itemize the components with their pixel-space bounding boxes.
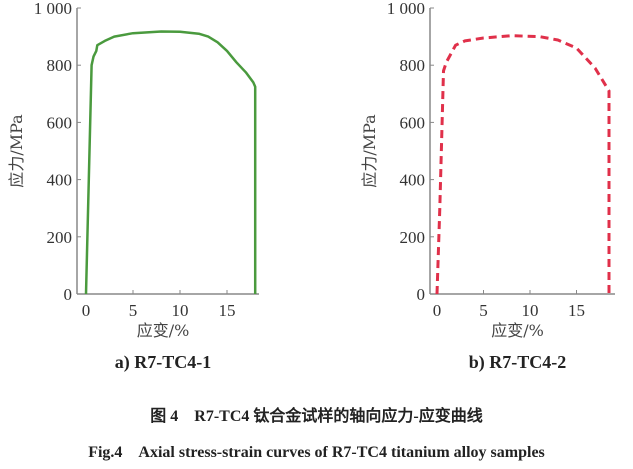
x-tick-label: 0 (82, 301, 91, 320)
caption-cn: 图 4 R7-TC4 钛合金试样的轴向应力-应变曲线 (150, 408, 483, 425)
series-line (84, 30, 257, 295)
x-tick-label: 0 (433, 301, 442, 320)
x-tick-label: 5 (129, 301, 138, 320)
charts: 0 200 400 600 800 1 000 0 5 10 15 应变/% 应力/MPa a) R7-… (7, 0, 615, 373)
y-tick-label: 200 (47, 228, 73, 247)
subplot-title: a) R7-TC4-1 (115, 352, 212, 373)
y-tick-label: 1 000 (387, 0, 425, 18)
x-tick-label: 15 (219, 301, 236, 320)
y-tick-label: 1 000 (34, 0, 72, 18)
y-tick-label: 800 (47, 56, 73, 75)
y-tick-label: 0 (64, 285, 73, 304)
x-axis-label: 应变/% (491, 321, 544, 340)
x-tick-label: 5 (479, 301, 488, 320)
y-tick-label: 400 (400, 171, 426, 190)
y-tick-label: 0 (417, 285, 426, 304)
x-tick-label: 10 (522, 301, 539, 320)
subplot-title: b) R7-TC4-2 (469, 352, 567, 373)
y-axis-label: 应力/MPa (360, 114, 379, 188)
y-tick-label: 400 (47, 171, 73, 190)
caption-en: Fig.4 Axial stress-strain curves of R7-T… (88, 444, 545, 461)
y-axis-label: 应力/MPa (7, 114, 26, 188)
x-axis-label: 应变/% (137, 321, 190, 340)
series-line (435, 34, 611, 295)
y-tick-label: 600 (47, 113, 73, 132)
y-tick-label: 200 (400, 228, 426, 247)
y-tick-label: 800 (400, 56, 426, 75)
x-tick-label: 15 (568, 301, 585, 320)
y-tick-label: 600 (400, 113, 426, 132)
x-tick-label: 10 (172, 301, 189, 320)
